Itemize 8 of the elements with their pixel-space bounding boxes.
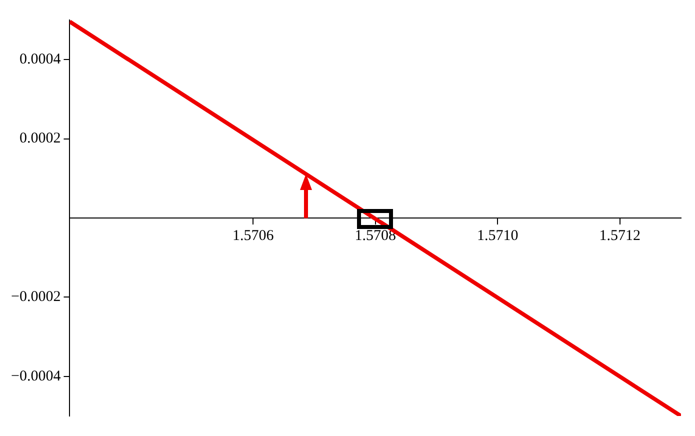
x-tick-label: 1.5708: [354, 228, 396, 244]
x-tick-label: 1.5706: [232, 228, 274, 244]
y-tick-label: −0.0002: [10, 289, 61, 306]
x-tick-label: 1.5712: [599, 228, 640, 244]
y-tick-label: 0.0004: [19, 52, 62, 68]
y-tick-label: −0.0004: [10, 368, 62, 384]
x-tick-label: 1.5710: [476, 228, 518, 244]
y-tick-label: 0.0002: [19, 130, 61, 147]
